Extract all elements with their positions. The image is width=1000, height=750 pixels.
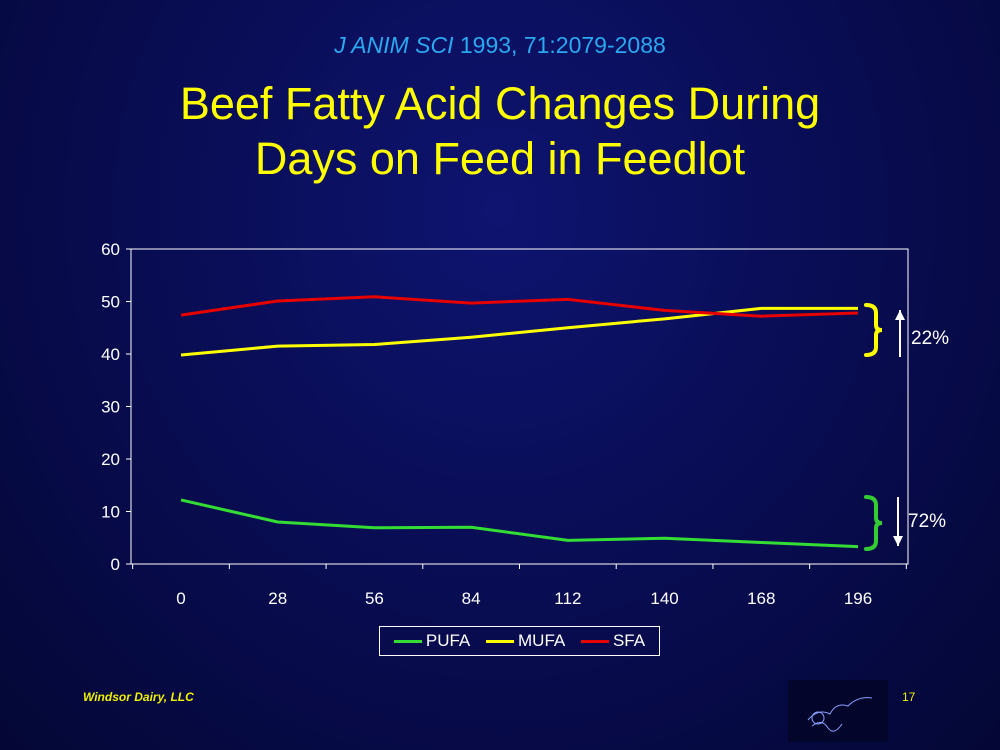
series-line-pufa bbox=[180, 498, 859, 549]
footer-company: Windsor Dairy, LLC bbox=[83, 690, 194, 704]
legend-label-mufa: MUFA bbox=[518, 631, 566, 650]
pufa-change-label: 72% bbox=[908, 511, 947, 532]
x-tick-label: 0 bbox=[176, 589, 185, 608]
slide-title: Beef Fatty Acid Changes During Days on F… bbox=[0, 76, 1000, 186]
change-markers bbox=[864, 303, 905, 551]
citation: J ANIM SCI 1993, 71:2079-2088 bbox=[0, 32, 1000, 59]
mufa-change-label: 22% bbox=[911, 328, 950, 349]
x-tick-label: 140 bbox=[650, 589, 678, 608]
chart-series bbox=[180, 295, 859, 549]
title-line-1: Beef Fatty Acid Changes During bbox=[179, 78, 821, 129]
x-tick-label: 196 bbox=[844, 589, 872, 608]
legend-swatch-mufa bbox=[486, 639, 514, 643]
chart-axes: 0 10 20 30 40 50 60 0 28 56 84 112 140 168 196 bbox=[101, 240, 909, 608]
y-tick-label: 20 bbox=[101, 450, 120, 469]
chart-legend: PUFA MUFA SFA bbox=[379, 626, 660, 656]
mufa-brace bbox=[864, 303, 883, 357]
company-logo bbox=[788, 680, 888, 742]
pufa-brace bbox=[864, 495, 883, 551]
legend-label-pufa: PUFA bbox=[425, 631, 471, 650]
mufa-increase-arrow-head bbox=[895, 310, 905, 320]
legend-swatch-pufa bbox=[393, 639, 422, 643]
title-line-2: Days on Feed in Feedlot bbox=[254, 133, 746, 184]
page-number: 17 bbox=[902, 690, 916, 704]
x-tick-label: 56 bbox=[365, 589, 384, 608]
legend-item-sfa: SFA bbox=[580, 631, 646, 651]
cow-sketch-icon bbox=[807, 697, 873, 732]
y-tick-label: 40 bbox=[101, 345, 120, 364]
x-tick-label: 28 bbox=[268, 589, 287, 608]
y-tick-label: 60 bbox=[101, 240, 120, 259]
y-tick-label: 30 bbox=[101, 398, 120, 417]
y-tick-label: 0 bbox=[111, 555, 120, 574]
citation-details: 1993, 71:2079-2088 bbox=[453, 32, 666, 58]
legend-item-mufa: MUFA bbox=[486, 631, 565, 651]
x-tick-label: 84 bbox=[462, 589, 481, 608]
y-tick-label: 10 bbox=[101, 503, 120, 522]
pufa-decrease-arrow-head bbox=[893, 536, 903, 546]
plot-area-frame bbox=[130, 248, 909, 565]
x-tick-label: 112 bbox=[554, 589, 581, 608]
series-line-sfa bbox=[180, 295, 859, 318]
series-line-mufa bbox=[180, 306, 858, 357]
legend-item-pufa: PUFA bbox=[393, 631, 471, 651]
x-tick-label: 168 bbox=[747, 589, 775, 608]
legend-label-sfa: SFA bbox=[612, 631, 646, 650]
citation-journal: J ANIM SCI bbox=[334, 32, 454, 58]
y-tick-label: 50 bbox=[101, 293, 120, 312]
legend-swatch-sfa bbox=[580, 639, 609, 643]
